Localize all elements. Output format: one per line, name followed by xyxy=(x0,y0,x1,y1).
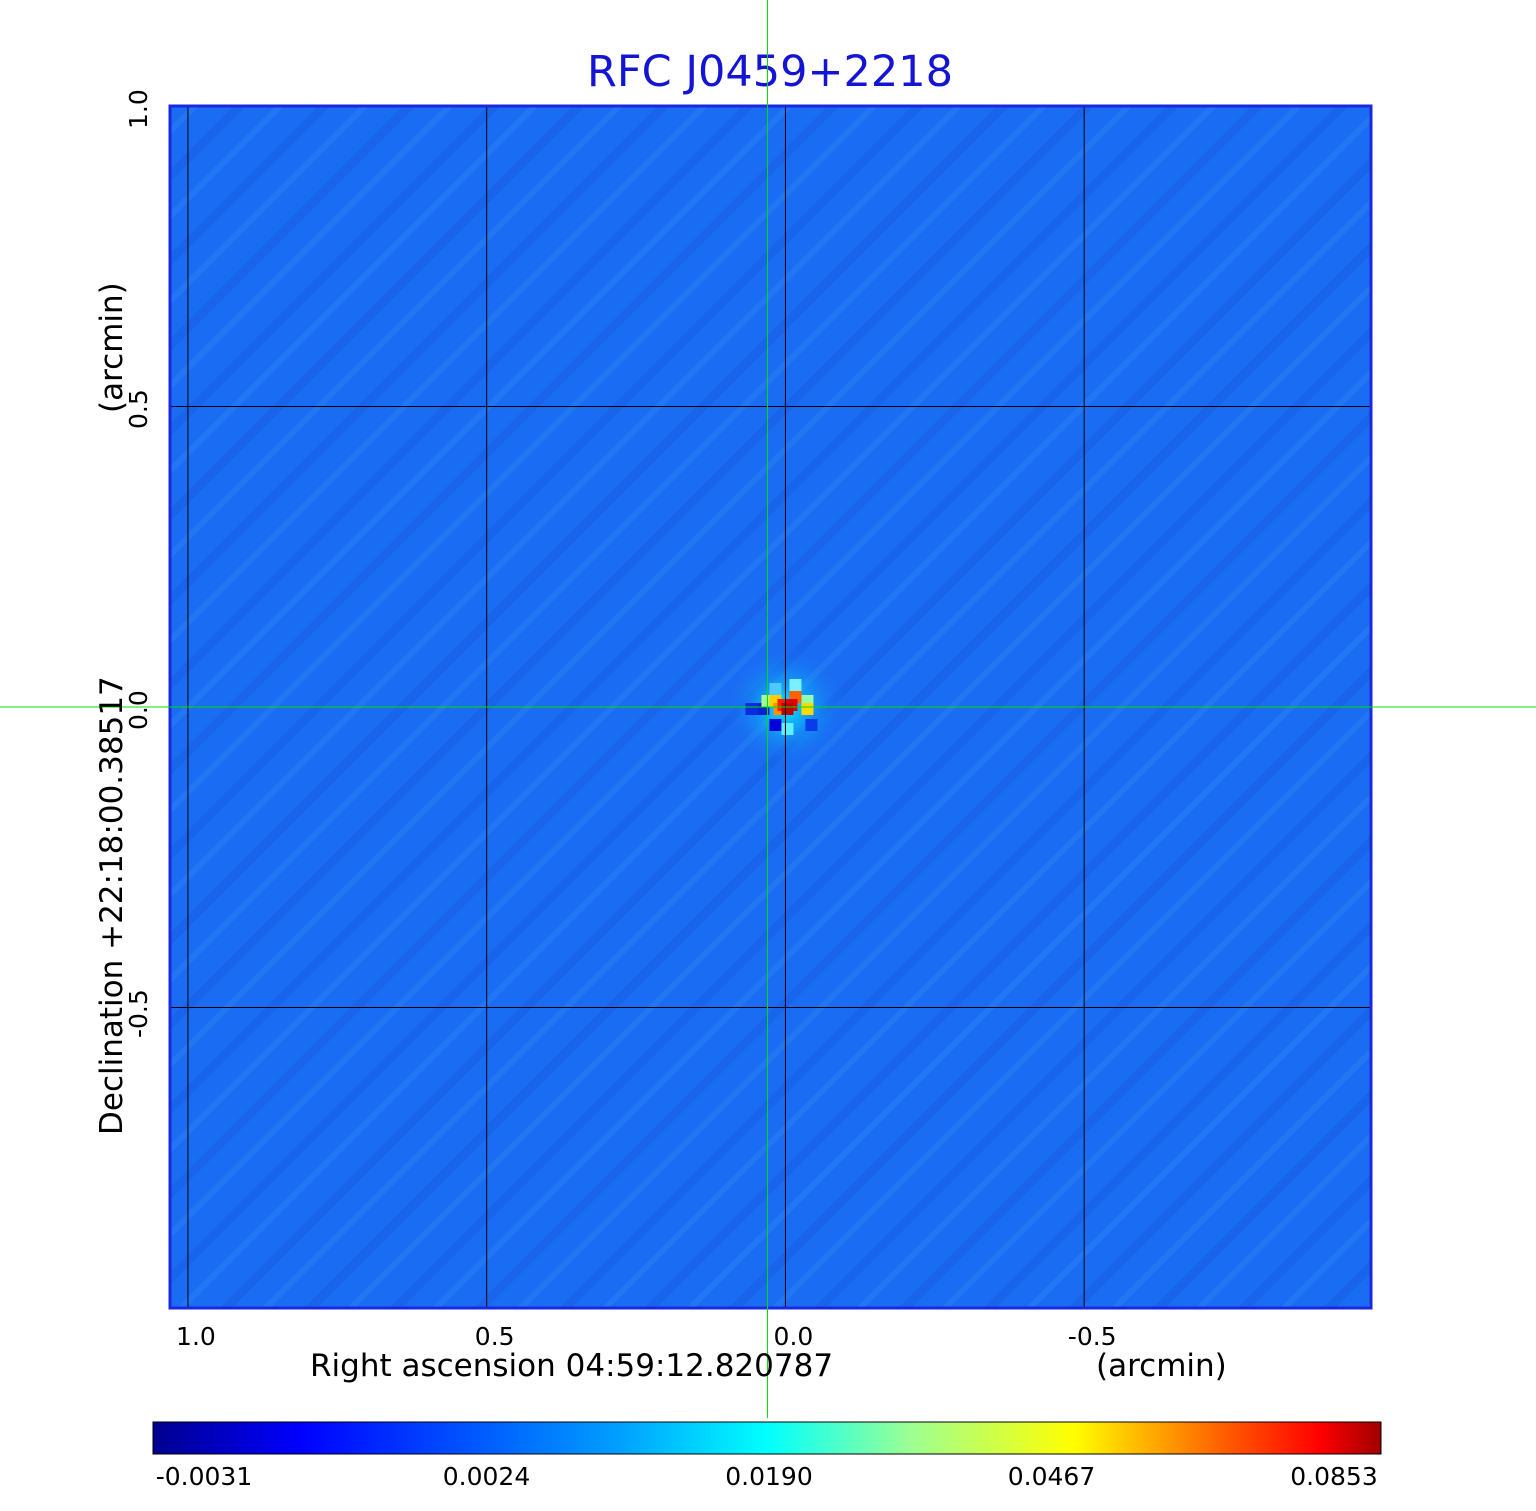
x-axis-label: Right ascension 04:59:12.820787 xyxy=(310,1348,834,1384)
y-axis-unit: (arcmin) xyxy=(94,282,130,413)
colorbar-tick-label: -0.0031 xyxy=(155,1462,253,1491)
chart-title: RFC J0459+2218 xyxy=(587,47,953,97)
colorbar xyxy=(152,1421,1382,1455)
colorbar-tick-label: 0.0467 xyxy=(1007,1462,1096,1491)
y-tick-label: 1.0 xyxy=(124,88,153,129)
source-pixel xyxy=(769,719,782,731)
source-pixel xyxy=(801,703,814,715)
colorbar-tick-label: 0.0853 xyxy=(1290,1462,1378,1491)
colorbar-tick-label: 0.0024 xyxy=(442,1462,531,1491)
source-pixel xyxy=(745,703,758,715)
source-pixel xyxy=(781,703,794,715)
x-tick-label: -0.5 xyxy=(1067,1322,1117,1351)
x-axis-unit: (arcmin) xyxy=(1096,1348,1227,1384)
y-axis-label: Declination +22:18:00.38517 xyxy=(94,676,130,1135)
x-tick-label: 0.0 xyxy=(773,1322,814,1351)
source-pixel xyxy=(769,683,782,695)
source-pixel xyxy=(781,723,794,735)
x-tick-label: 1.0 xyxy=(176,1322,216,1351)
source-pixel xyxy=(789,679,802,691)
x-tick-label: 0.5 xyxy=(474,1322,515,1351)
crosshair xyxy=(0,0,1536,1418)
source-pixel xyxy=(805,719,818,731)
colorbar-tick-label: 0.0190 xyxy=(725,1462,813,1491)
